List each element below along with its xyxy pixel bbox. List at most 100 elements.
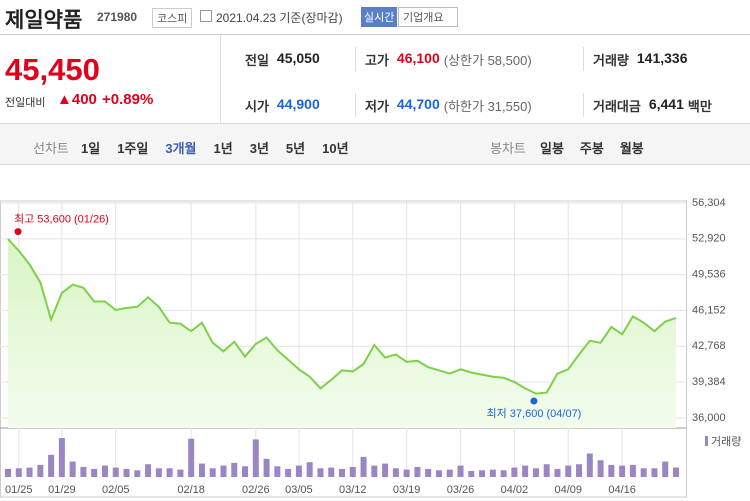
stat-label: 저가 xyxy=(365,99,389,114)
volume-bar xyxy=(198,463,205,477)
volume-bar xyxy=(608,464,615,477)
volume-bar xyxy=(403,469,410,477)
x-tick-label: 03/26 xyxy=(447,484,475,496)
stat-value: 44,900 xyxy=(276,96,320,112)
volume-bar xyxy=(629,464,636,477)
legend-label: 거래량 xyxy=(711,435,741,448)
stat-label: 고가 xyxy=(365,53,389,68)
divider xyxy=(355,93,356,117)
volume-bar xyxy=(597,460,604,477)
stat-value: 46,100 xyxy=(396,50,440,66)
volume-bar xyxy=(317,468,324,477)
volume-bar xyxy=(123,468,130,477)
market-badge: 코스피 xyxy=(152,8,193,28)
volume-bar xyxy=(274,466,281,477)
volume-bar xyxy=(112,467,119,477)
volume-bar xyxy=(640,468,647,477)
y-tick-label: 36,000 xyxy=(692,412,726,424)
volume-bar xyxy=(37,464,44,477)
nav-bar xyxy=(0,123,750,165)
candle-tab[interactable]: 주봉 xyxy=(579,141,604,156)
volume-bar xyxy=(382,463,389,477)
x-tick-label: 02/26 xyxy=(242,484,270,496)
nav-label: 봉차트 xyxy=(490,141,526,156)
volume-bar xyxy=(511,467,518,477)
volume-bar xyxy=(500,470,507,477)
volume-bar xyxy=(80,466,87,477)
volume-bar xyxy=(522,465,529,477)
low-marker xyxy=(530,397,538,405)
volume-bar xyxy=(91,468,98,477)
calendar-icon xyxy=(200,10,212,22)
x-tick-label: 01/25 xyxy=(5,484,33,496)
volume-bar xyxy=(177,469,184,477)
stock-code: 271980 xyxy=(97,10,138,24)
volume-bar xyxy=(576,464,583,477)
volume-bar xyxy=(392,468,399,477)
volume-bar xyxy=(15,468,22,477)
volume-bar xyxy=(662,461,669,477)
volume-bar xyxy=(414,466,421,477)
y-tick-label: 46,152 xyxy=(692,304,726,316)
period-tab[interactable]: 1일 xyxy=(81,141,101,156)
y-tick-label: 42,768 xyxy=(692,340,726,352)
period-tab[interactable]: 3개월 xyxy=(165,141,197,156)
candle-tab[interactable]: 일봉 xyxy=(540,141,564,156)
y-tick-label: 49,536 xyxy=(692,269,726,281)
volume-bar xyxy=(26,467,33,477)
volume-bar xyxy=(339,468,345,477)
volume-bar xyxy=(242,466,249,477)
divider xyxy=(0,34,750,35)
volume-bar xyxy=(69,461,76,477)
volume-bar xyxy=(446,469,453,477)
divider xyxy=(583,93,584,117)
volume-bar xyxy=(295,465,302,477)
stat-value: 45,050 xyxy=(276,50,320,66)
change-pct: +0.89% xyxy=(102,91,154,108)
change-label: 전일대비 xyxy=(5,97,46,109)
volume-bar xyxy=(134,470,141,477)
high-label: 최고 53,600 (01/26) xyxy=(14,213,109,226)
volume-bar xyxy=(231,462,238,477)
volume-bar xyxy=(349,466,356,477)
x-tick-label: 02/18 xyxy=(177,484,205,496)
low-label: 최저 37,600 (04/07) xyxy=(487,407,582,420)
date: 2021.04.23 기준(장마감) xyxy=(216,11,343,25)
volume-bar xyxy=(457,465,464,477)
price: 45,450 xyxy=(5,52,100,87)
x-tick-label: 03/05 xyxy=(285,484,313,496)
x-tick-label: 04/09 xyxy=(554,484,582,496)
volume-bar xyxy=(145,464,152,477)
volume-bar xyxy=(166,468,173,477)
volume-bar xyxy=(58,438,65,477)
stat-value: 44,700 xyxy=(396,96,440,112)
area-fill xyxy=(8,239,676,428)
volume-bar xyxy=(252,439,259,477)
period-tab[interactable]: 5년 xyxy=(285,141,306,156)
divider xyxy=(355,47,356,71)
y-tick-label: 56,304 xyxy=(692,197,726,209)
realtime-button[interactable]: 실시간 xyxy=(361,7,398,27)
x-tick-label: 04/02 xyxy=(501,484,529,496)
volume-bar xyxy=(435,470,442,477)
volume-bar xyxy=(489,469,496,477)
plot-border xyxy=(0,200,687,498)
x-tick-label: 01/29 xyxy=(48,484,76,496)
candle-tab[interactable]: 월봉 xyxy=(619,141,644,156)
stat-value: 141,336 xyxy=(636,50,688,66)
volume-bar xyxy=(673,467,679,477)
period-tab[interactable]: 10년 xyxy=(322,141,349,156)
volume-bar xyxy=(468,470,475,477)
volume-bar xyxy=(479,470,486,477)
y-tick-label: 39,384 xyxy=(692,376,726,388)
period-tab[interactable]: 1년 xyxy=(213,141,233,156)
volume-bar xyxy=(306,462,313,477)
stat-label: 시가 xyxy=(245,99,269,114)
volume-bar xyxy=(155,468,162,477)
period-tab[interactable]: 3년 xyxy=(249,141,269,156)
volume-bar xyxy=(586,453,593,477)
period-tab[interactable]: 1주일 xyxy=(117,141,149,156)
volume-bar xyxy=(554,468,561,477)
company-button[interactable]: 기업개요 xyxy=(398,7,459,27)
volume-bar xyxy=(188,438,195,477)
